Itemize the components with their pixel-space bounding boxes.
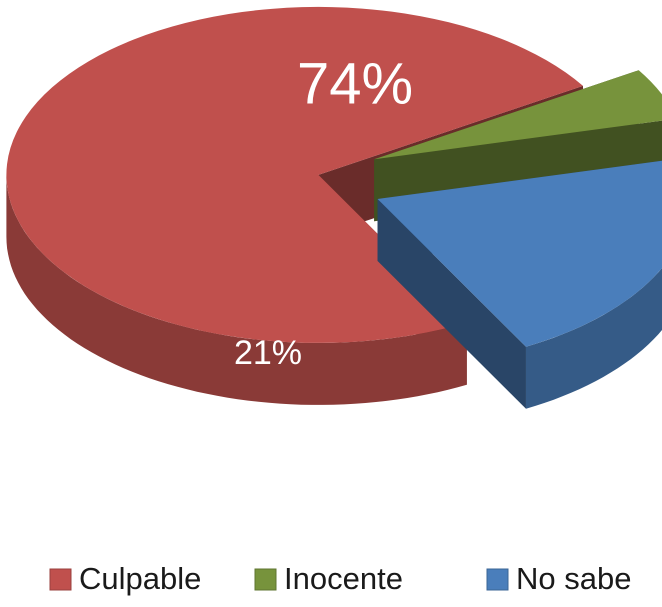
legend-swatch bbox=[254, 568, 277, 591]
legend-swatch bbox=[49, 568, 72, 591]
slice-top bbox=[377, 160, 662, 347]
value-label: 21% bbox=[234, 334, 302, 372]
pie-slice bbox=[377, 160, 662, 409]
slice-wall bbox=[526, 267, 662, 409]
slice-side bbox=[377, 198, 526, 409]
slice-top bbox=[374, 70, 662, 160]
value-label: 74% bbox=[297, 51, 413, 116]
legend-label: Inocente bbox=[284, 561, 403, 596]
legend-swatch bbox=[486, 568, 509, 591]
slice-wall bbox=[6, 174, 467, 405]
legend-label: Culpable bbox=[79, 561, 201, 596]
legend-label: No sabe bbox=[516, 561, 631, 596]
slice-top bbox=[6, 6, 583, 343]
